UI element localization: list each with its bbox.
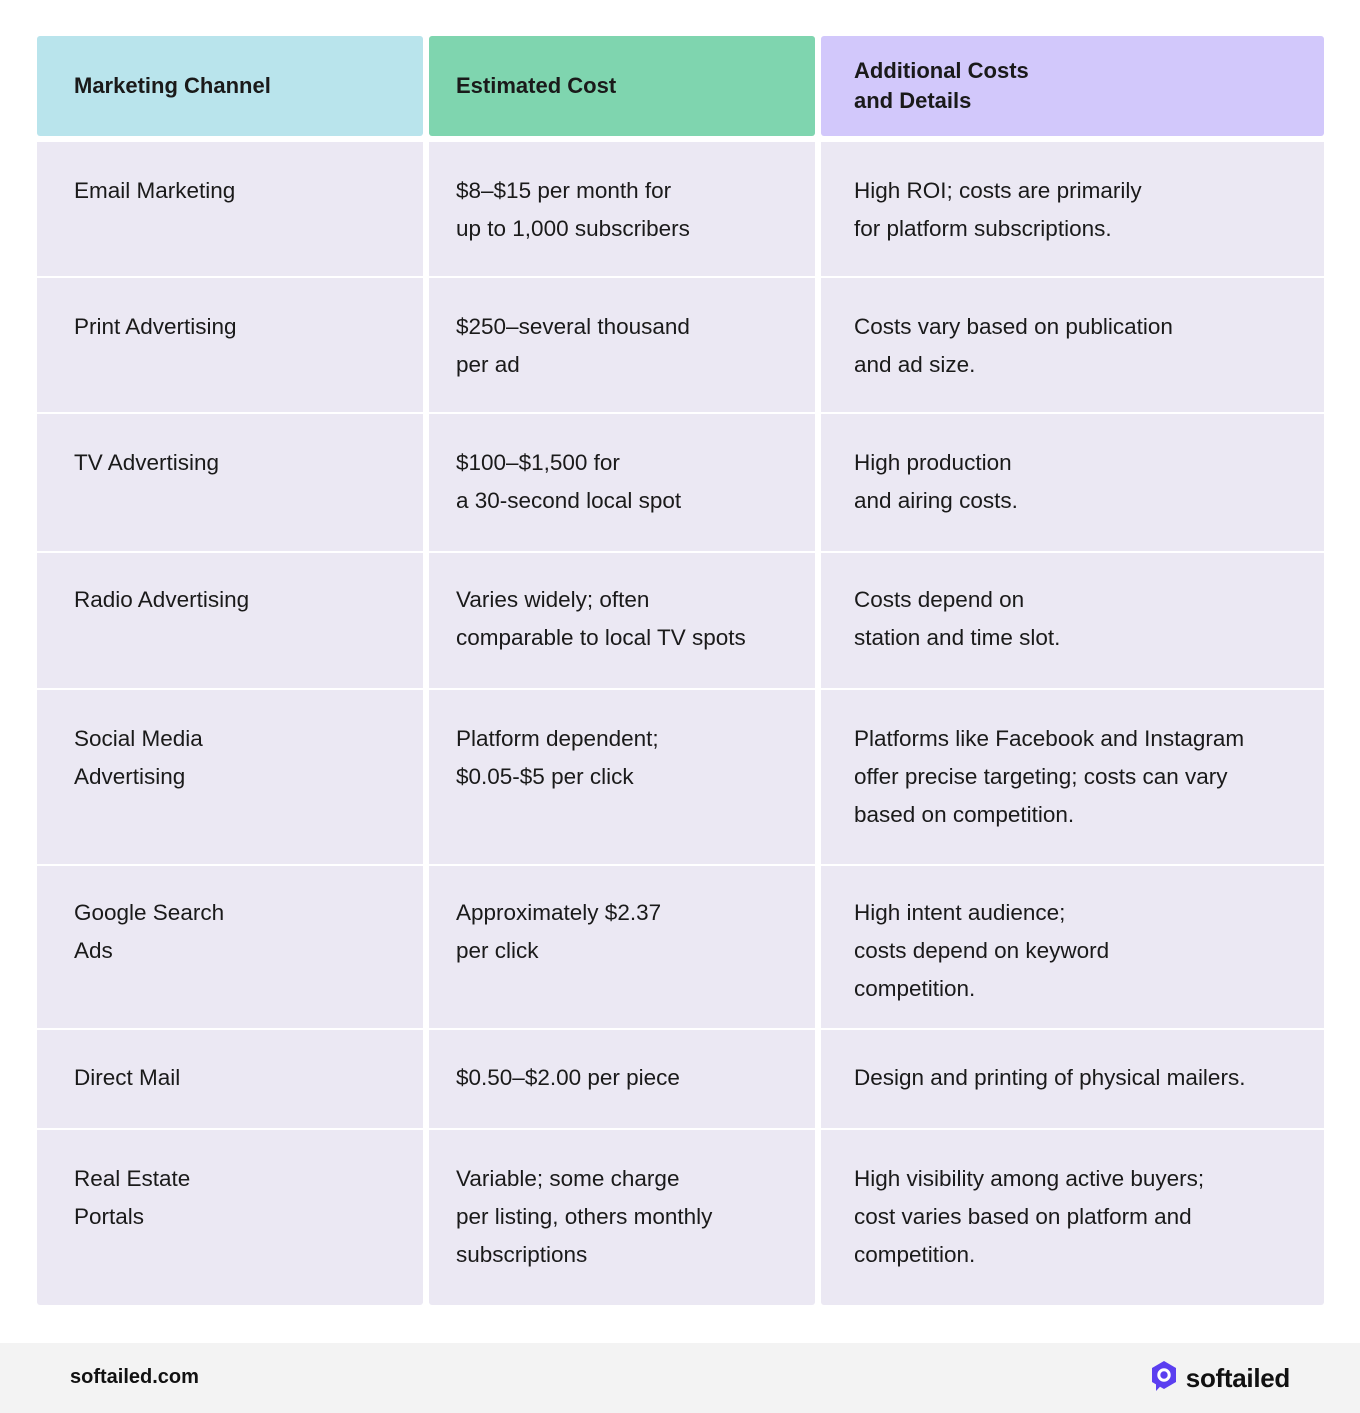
table-cell-channel: TV Advertising — [37, 414, 423, 553]
header-additional-costs: Additional Costs and Details — [821, 36, 1324, 136]
table-cell-channel: Google Search Ads — [37, 866, 423, 1030]
brand-logo[interactable]: softailed — [1150, 1360, 1290, 1397]
table-cell-cost: $100–$1,500 for a 30-second local spot — [429, 414, 815, 553]
table-cell-channel: Real Estate Portals — [37, 1130, 423, 1305]
table-cell-details: Costs vary based on publication and ad s… — [821, 278, 1324, 414]
table-cell-details: High visibility among active buyers; cos… — [821, 1130, 1324, 1305]
table-cell-cost: Platform dependent; $0.05-$5 per click — [429, 690, 815, 866]
table-cell-channel: Email Marketing — [37, 142, 423, 278]
table-cell-channel: Direct Mail — [37, 1030, 423, 1130]
table-cell-cost: Varies widely; often comparable to local… — [429, 553, 815, 690]
cost-table: Marketing Channel Estimated Cost Additio… — [37, 36, 1324, 1305]
table-cell-cost: Variable; some charge per listing, other… — [429, 1130, 815, 1305]
table-cell-details: High intent audience; costs depend on ke… — [821, 866, 1324, 1030]
footer: softailed.com softailed — [0, 1343, 1360, 1413]
table-cell-channel: Print Advertising — [37, 278, 423, 414]
table-cell-cost: $0.50–$2.00 per piece — [429, 1030, 815, 1130]
table-cell-details: Platforms like Facebook and Instagram of… — [821, 690, 1324, 866]
table-cell-channel: Social Media Advertising — [37, 690, 423, 866]
brand-name: softailed — [1185, 1363, 1291, 1393]
table-cell-channel: Radio Advertising — [37, 553, 423, 690]
header-estimated-cost: Estimated Cost — [429, 36, 815, 136]
table-cell-cost: Approximately $2.37 per click — [429, 866, 815, 1030]
header-marketing-channel: Marketing Channel — [37, 36, 423, 136]
table-cell-cost: $8–$15 per month for up to 1,000 subscri… — [429, 142, 815, 278]
table-cell-details: High ROI; costs are primarily for platfo… — [821, 142, 1324, 278]
table-cell-cost: $250–several thousand per ad — [429, 278, 815, 414]
table-cell-details: High production and airing costs. — [821, 414, 1324, 553]
softailed-logo-icon — [1150, 1360, 1178, 1397]
table-cell-details: Design and printing of physical mailers. — [821, 1030, 1324, 1130]
table-cell-details: Costs depend on station and time slot. — [821, 553, 1324, 690]
footer-site-link[interactable]: softailed.com — [70, 1366, 199, 1388]
